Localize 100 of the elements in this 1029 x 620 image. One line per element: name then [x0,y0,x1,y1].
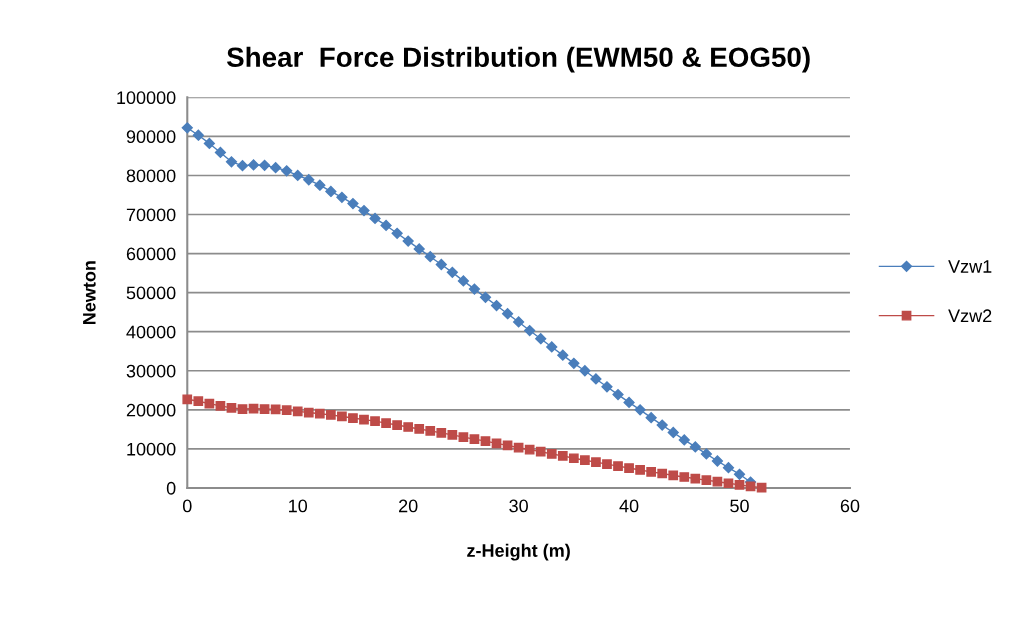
point [247,159,260,171]
y-tick-label: 80000 [126,169,176,183]
y-tick-label: 0 [166,481,176,495]
point [402,235,414,247]
point [524,324,536,337]
point [414,424,425,434]
point [557,349,569,361]
point [413,243,425,255]
y-tick-label: 70000 [126,208,176,222]
point [348,413,358,423]
y-tick-label: 20000 [126,403,176,417]
point [701,475,712,485]
point [535,446,546,457]
x-tick-label: 50 [730,499,749,513]
point [722,462,735,474]
point [270,162,282,174]
point [447,429,458,440]
point [325,185,337,198]
point [391,227,403,239]
point [337,411,347,422]
point [635,465,645,475]
point [468,283,481,295]
point [457,275,469,287]
point [358,205,370,217]
point [678,434,690,446]
point [602,459,612,469]
point [580,455,590,466]
point [314,179,326,191]
point [469,434,480,444]
y-tick-label: 60000 [126,247,176,261]
point [657,468,668,479]
point [381,418,391,428]
point [624,463,634,473]
y-tick-label: 50000 [126,286,176,300]
point [590,373,602,385]
point [634,404,646,416]
point [292,406,303,417]
y-tick-label: 90000 [126,130,176,144]
point [248,403,259,414]
x-axis-title: z-Height (m) [467,543,570,561]
point [292,169,304,182]
point [689,441,701,453]
point [513,316,525,328]
point [203,137,215,150]
x-tick-label: 10 [289,499,308,513]
point [612,388,624,401]
point [435,258,447,271]
point [501,308,514,320]
point [458,432,469,443]
point [734,479,745,490]
point [359,414,369,425]
point [513,442,524,453]
point [325,410,336,420]
point [601,381,613,393]
point [546,449,557,459]
point [403,422,414,432]
point [225,156,238,168]
point [733,468,746,480]
point [303,407,314,418]
point [613,461,623,471]
point [656,419,668,431]
x-tick-label: 30 [509,499,528,513]
point [193,396,204,407]
point [259,404,270,414]
x-tick-label: 20 [399,499,418,513]
point [258,159,271,171]
point [490,299,503,312]
point [667,426,679,439]
point [668,470,679,481]
point [645,412,657,424]
point [623,396,635,409]
x-tick-label: 60 [840,499,860,513]
point [568,357,580,369]
point [591,457,601,468]
point [479,291,492,303]
point [181,122,193,134]
point [425,426,436,436]
x-tick-label: 0 [182,499,192,513]
point [392,420,402,430]
point [524,444,535,455]
point [215,401,226,411]
point [281,165,293,177]
point [546,341,558,353]
y-tick-label: 100000 [117,91,176,105]
point [347,197,359,210]
point [192,129,204,141]
point [712,476,723,487]
x-tick-label: 40 [619,499,639,513]
point [424,251,436,263]
point [281,405,292,416]
point [380,219,392,232]
point [446,266,458,278]
point [557,451,568,461]
point [436,428,447,438]
chart-title: Shear Force Distribution (EWM50 & EOG50) [226,46,810,73]
y-tick-label: 10000 [127,442,176,456]
point [226,403,237,413]
point [303,174,315,186]
point [700,448,712,460]
point [535,333,547,345]
